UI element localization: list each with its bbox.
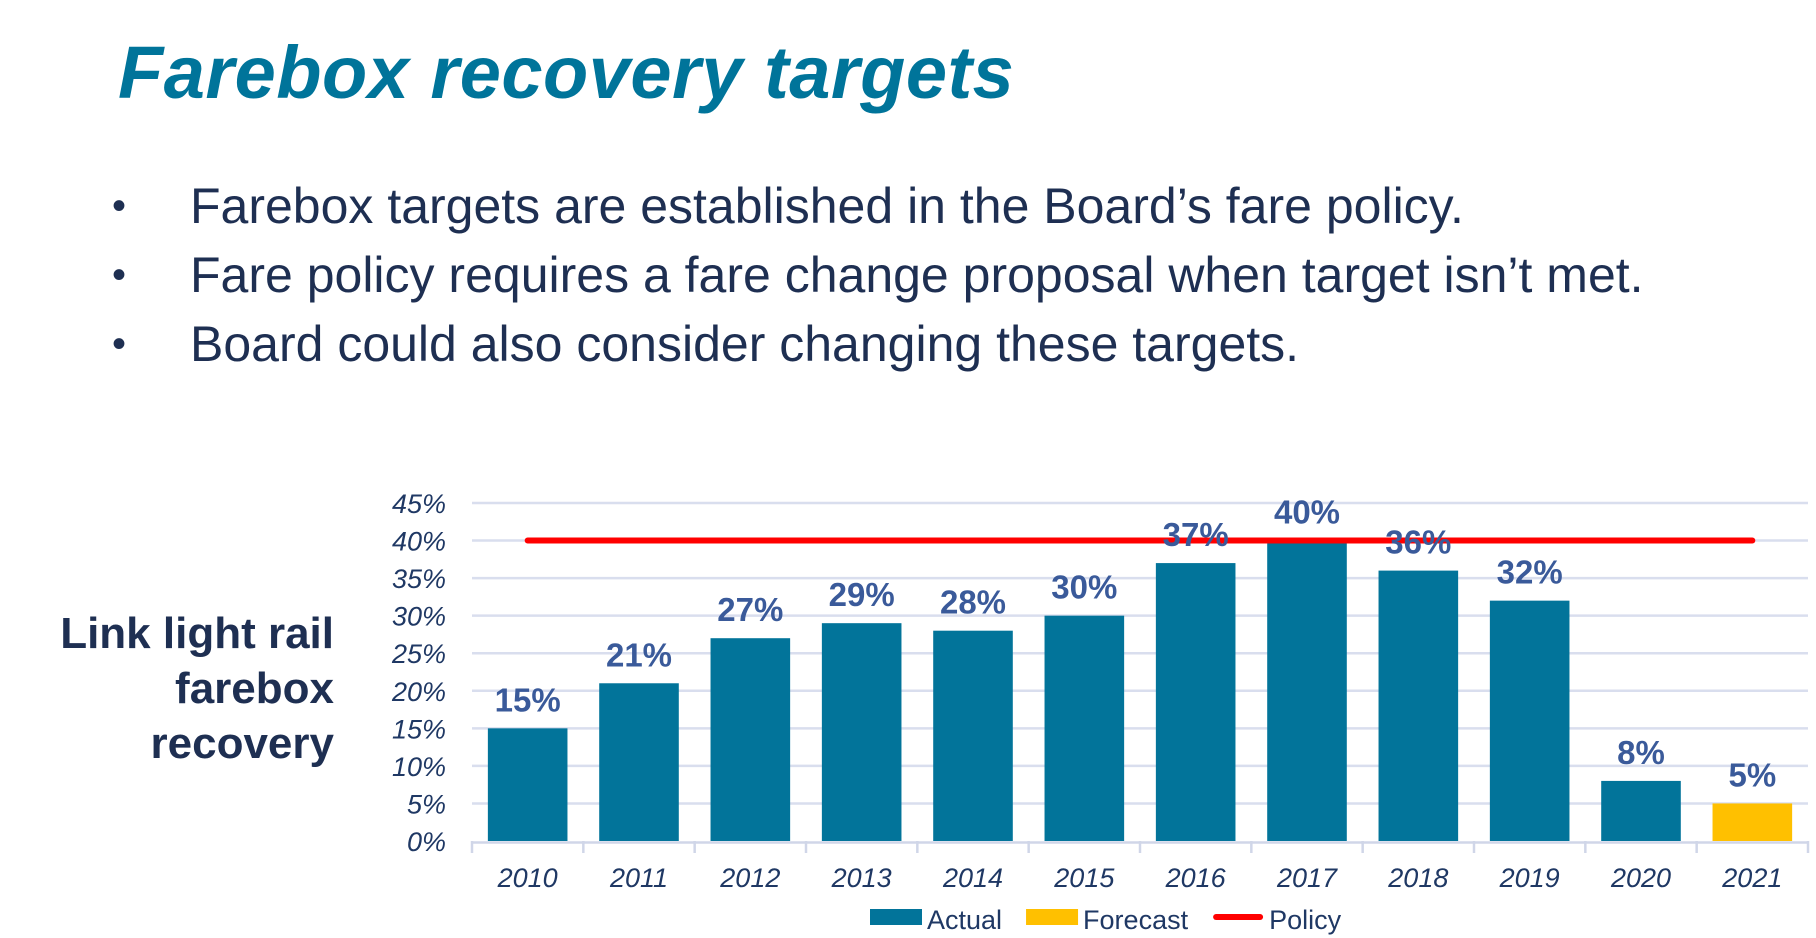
x-tick-label: 2018 — [1387, 863, 1448, 893]
y-axis-ticks: 0% 5% 10% 15% 20% 25% 30% 35% 40% 45% — [391, 489, 446, 857]
x-tick-label: 2016 — [1165, 863, 1227, 893]
x-tick-label: 2021 — [1721, 863, 1782, 893]
data-label: 15% — [495, 681, 561, 718]
bar-actual-2012 — [710, 638, 791, 841]
y-tick-label: 30% — [392, 602, 446, 632]
x-tick-label: 2019 — [1499, 863, 1560, 893]
bullet-icon: • — [112, 184, 127, 228]
y-tick-label: 45% — [392, 489, 446, 519]
data-label: 37% — [1163, 516, 1229, 553]
x-tick-label: 2010 — [497, 863, 558, 893]
legend-swatch-forecast — [1026, 909, 1079, 925]
y-tick-label: 0% — [407, 827, 446, 857]
data-label: 29% — [829, 576, 895, 613]
bar-actual-2020 — [1601, 780, 1681, 841]
data-label: 21% — [606, 636, 672, 673]
bar-actual-2016 — [1155, 563, 1236, 841]
data-label: 40% — [1274, 494, 1340, 531]
data-label: 27% — [717, 591, 783, 628]
bar-actual-2015 — [1044, 615, 1125, 841]
data-label: 28% — [940, 584, 1006, 621]
side-label-line: farebox — [175, 664, 334, 713]
x-tick-label: 2012 — [719, 863, 780, 893]
y-tick-label: 35% — [392, 564, 446, 594]
bar-actual-2018 — [1378, 570, 1459, 841]
side-label-line: Link light rail — [60, 609, 334, 658]
legend-item-forecast: Forecast — [1026, 905, 1189, 935]
legend-item-policy: Policy — [1213, 905, 1342, 935]
y-tick-label: 40% — [392, 527, 446, 557]
x-tick-label: 2015 — [1053, 863, 1115, 893]
bar-actual-2014 — [933, 630, 1013, 841]
y-tick-label: 20% — [391, 677, 446, 707]
bar-actual-2011 — [599, 683, 679, 841]
x-tick-label: 2014 — [942, 863, 1003, 893]
side-label-line: recovery — [150, 719, 334, 768]
y-tick-label: 5% — [407, 789, 446, 819]
data-label: 36% — [1385, 524, 1451, 561]
bullet-text: Fare policy requires a fare change propo… — [190, 247, 1644, 303]
legend-label: Actual — [927, 905, 1002, 935]
bar-forecast-2021 — [1712, 803, 1793, 841]
y-tick-label: 15% — [392, 714, 446, 744]
x-axis: 2010 2011 2012 2013 2014 2015 2016 2017 2018 2019… — [470, 841, 1810, 893]
legend-item-actual: Actual — [870, 905, 1002, 935]
bar-actual-2019 — [1489, 600, 1570, 841]
data-label: 30% — [1051, 569, 1117, 606]
bullet-text: Board could also consider changing these… — [190, 316, 1300, 372]
y-tick-label: 10% — [392, 752, 446, 782]
data-label: 32% — [1497, 554, 1563, 591]
x-tick-label: 2013 — [831, 863, 892, 893]
legend: Actual Forecast Policy — [870, 905, 1342, 935]
x-tick-label: 2011 — [609, 863, 668, 893]
legend-swatch-actual — [870, 909, 922, 925]
chart-side-label: Link light rail farebox recovery — [60, 606, 334, 771]
data-label: 5% — [1728, 756, 1776, 793]
bar-actual-2010 — [487, 728, 568, 841]
bullet-text: Farebox targets are established in the B… — [190, 178, 1464, 234]
bullet-icon: • — [112, 253, 127, 297]
bar-actual-2013 — [821, 623, 902, 841]
legend-label: Forecast — [1083, 905, 1189, 935]
bars — [487, 540, 1793, 841]
x-tick-label: 2020 — [1610, 863, 1671, 893]
x-tick-label: 2017 — [1276, 863, 1338, 893]
data-label: 8% — [1617, 734, 1665, 771]
data-labels: 15% 21% 27% 29% 28% 30% 37% 40% 36% 32% 8% 5% — [495, 494, 1777, 794]
bullet-icon: • — [112, 322, 127, 366]
bar-actual-2017 — [1267, 540, 1347, 841]
slide-title: Farebox recovery targets — [118, 31, 1015, 114]
y-tick-label: 25% — [391, 639, 446, 669]
legend-label: Policy — [1269, 905, 1342, 935]
